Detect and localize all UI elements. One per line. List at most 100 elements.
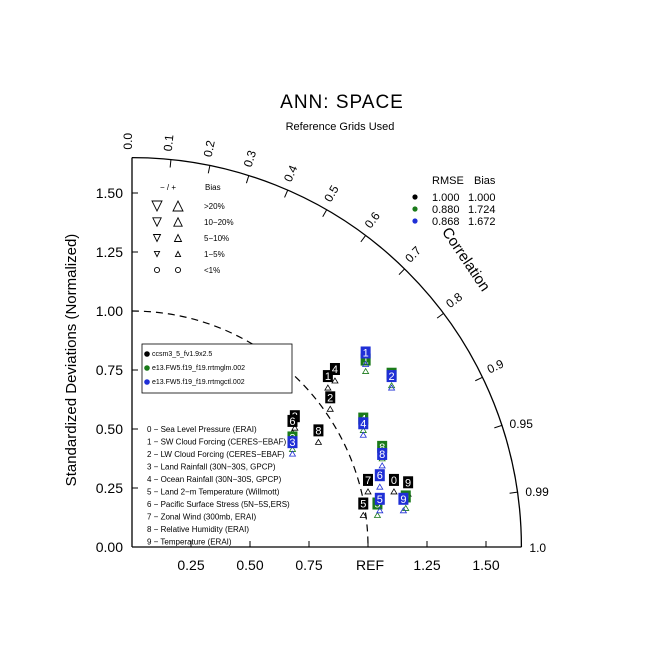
chart-title: ANN: SPACE xyxy=(280,92,404,113)
point-marker xyxy=(374,469,385,482)
y-axis-label: Standardized Deviations (Normalized) xyxy=(63,234,80,487)
variable-label: 0 − Sea Level Pressure (ERAI) xyxy=(147,425,257,434)
bias-key-down-triangle xyxy=(152,234,162,243)
rmse-row-dot xyxy=(412,206,418,212)
point-label: 4 xyxy=(360,418,366,430)
point-marker xyxy=(313,424,324,437)
point-label: 8 xyxy=(379,442,385,454)
correlation-tick-label: 0.1 xyxy=(161,134,177,152)
correlation-tick-mark xyxy=(494,424,503,429)
bias-triangle xyxy=(324,384,332,391)
bias-key-label: <1% xyxy=(204,266,220,275)
outer-arc xyxy=(131,156,523,548)
bias-key-header-bias: Bias xyxy=(205,183,221,192)
bias-key-down-triangle xyxy=(151,200,163,213)
case-name: e13.FW5.f19_f19.rrtmgctl.002 xyxy=(152,379,245,386)
bias-triangle xyxy=(359,511,367,518)
point-marker xyxy=(374,492,385,505)
bias-triangle xyxy=(361,367,370,374)
correlation-tick-label: 0.6 xyxy=(362,209,383,231)
correlation-tick-label: 0.0 xyxy=(121,133,135,150)
bias-triangle xyxy=(326,405,334,412)
x-tick-label: 0.25 xyxy=(177,557,204,573)
rmse-value: 0.868 xyxy=(432,216,460,228)
x-tick-label: 0.50 xyxy=(236,557,263,573)
bias-triangle xyxy=(364,488,372,495)
correlation-tick-mark xyxy=(169,159,172,168)
case-name: ccsm3_5_fv1.9x2.5 xyxy=(152,351,212,358)
point-label: 6 xyxy=(289,416,295,428)
bias-triangle xyxy=(359,431,367,438)
bias-key-circle xyxy=(174,266,182,274)
point-marker xyxy=(322,370,333,383)
variable-label: 4 − Ocean Rainfall (30N−30S, GPCP) xyxy=(147,475,282,484)
y-tick-label: 0.50 xyxy=(96,421,123,437)
variable-label: 9 − Temperature (ERAI) xyxy=(147,538,232,547)
bias-triangle xyxy=(361,360,370,367)
bias-triangle xyxy=(402,504,410,511)
data-point: 1 xyxy=(322,370,333,391)
point-marker xyxy=(358,497,369,510)
chart-subtitle: Reference Grids Used xyxy=(286,121,395,133)
data-point: 2 xyxy=(325,391,336,412)
x-tick-label: 1.25 xyxy=(413,557,440,573)
bias-key-header: − / + xyxy=(160,183,176,192)
point-label: 3 xyxy=(289,437,295,449)
bias-key: − / + Bias >20% 10−20% 5−10% 1−5% <1% xyxy=(151,183,234,275)
case-legend: ccsm3_5_fv1.9x2.5 e13.FW5.f19_f19.rrtmglm… xyxy=(141,343,293,394)
data-point: 6 xyxy=(374,469,385,490)
rmse-value: 1.000 xyxy=(432,192,460,204)
y-tick-label: 1.00 xyxy=(96,303,123,319)
point-label: 1 xyxy=(325,371,331,383)
case-name: e13.FW5.f19_f19.rrtmglm.002 xyxy=(152,365,245,372)
case-legend-box xyxy=(141,343,293,394)
y-tick-labels: 0.00 0.25 0.50 0.75 1.00 1.25 1.50 xyxy=(96,185,123,555)
bias-triangle xyxy=(390,488,398,495)
bias-key-up-triangle xyxy=(173,233,183,242)
point-marker xyxy=(325,391,336,404)
variable-label: 3 − Land Rainfall (30N−30S, GPCP) xyxy=(147,463,276,472)
data-point: 5 xyxy=(358,497,369,518)
point-marker xyxy=(398,492,409,505)
bias-value: 1.000 xyxy=(468,192,496,204)
data-point: 8 xyxy=(377,447,388,469)
bias-key-down-triangle xyxy=(153,250,161,258)
correlation-tick-label: 0.9 xyxy=(485,356,506,376)
bias-triangle xyxy=(373,511,382,518)
point-label: 4 xyxy=(332,364,338,376)
bias-triangle xyxy=(314,438,323,445)
variable-label: 5 − Land 2−m Temperature (Willmott) xyxy=(147,488,280,497)
data-point: 4 xyxy=(358,417,369,438)
correlation-tick-mark xyxy=(509,491,518,494)
correlation-tick-mark xyxy=(207,165,211,174)
data-points: 0123456789123458912345689 xyxy=(287,346,414,518)
y-tick-label: 1.25 xyxy=(96,244,123,260)
correlation-tick-label: 1.0 xyxy=(529,541,546,555)
data-point: 1 xyxy=(360,346,371,367)
point-label: 1 xyxy=(363,355,369,367)
correlation-tick-label: 0.2 xyxy=(201,139,218,158)
correlation-tick-mark xyxy=(475,376,483,382)
y-tick-label: 0.75 xyxy=(96,362,123,378)
rmse-value: 0.880 xyxy=(432,204,460,216)
bias-key-up-triangle xyxy=(174,250,182,258)
bias-key-label: 10−20% xyxy=(204,218,234,227)
correlation-tick-mark xyxy=(322,209,328,217)
point-label: 9 xyxy=(405,477,411,489)
bias-header: Bias xyxy=(474,175,496,187)
correlation-tick-mark xyxy=(245,175,250,184)
data-point: 7 xyxy=(363,473,373,495)
ref-label: REF xyxy=(356,557,384,573)
correlation-tick-label: 0.4 xyxy=(281,163,301,184)
point-label: 8 xyxy=(315,425,321,437)
x-tick-label: 1.50 xyxy=(472,557,499,573)
variable-label: 7 − Zonal Wind (300mb, ERAI) xyxy=(147,513,256,522)
point-marker xyxy=(388,473,399,486)
bias-key-label: >20% xyxy=(204,202,225,211)
bias-value: 1.724 xyxy=(468,204,496,216)
point-label: 9 xyxy=(400,494,406,506)
point-label: 0 xyxy=(391,475,397,487)
rmse-header: RMSE xyxy=(432,175,464,187)
point-label: 6 xyxy=(377,470,383,482)
bias-key-circle xyxy=(153,266,161,274)
